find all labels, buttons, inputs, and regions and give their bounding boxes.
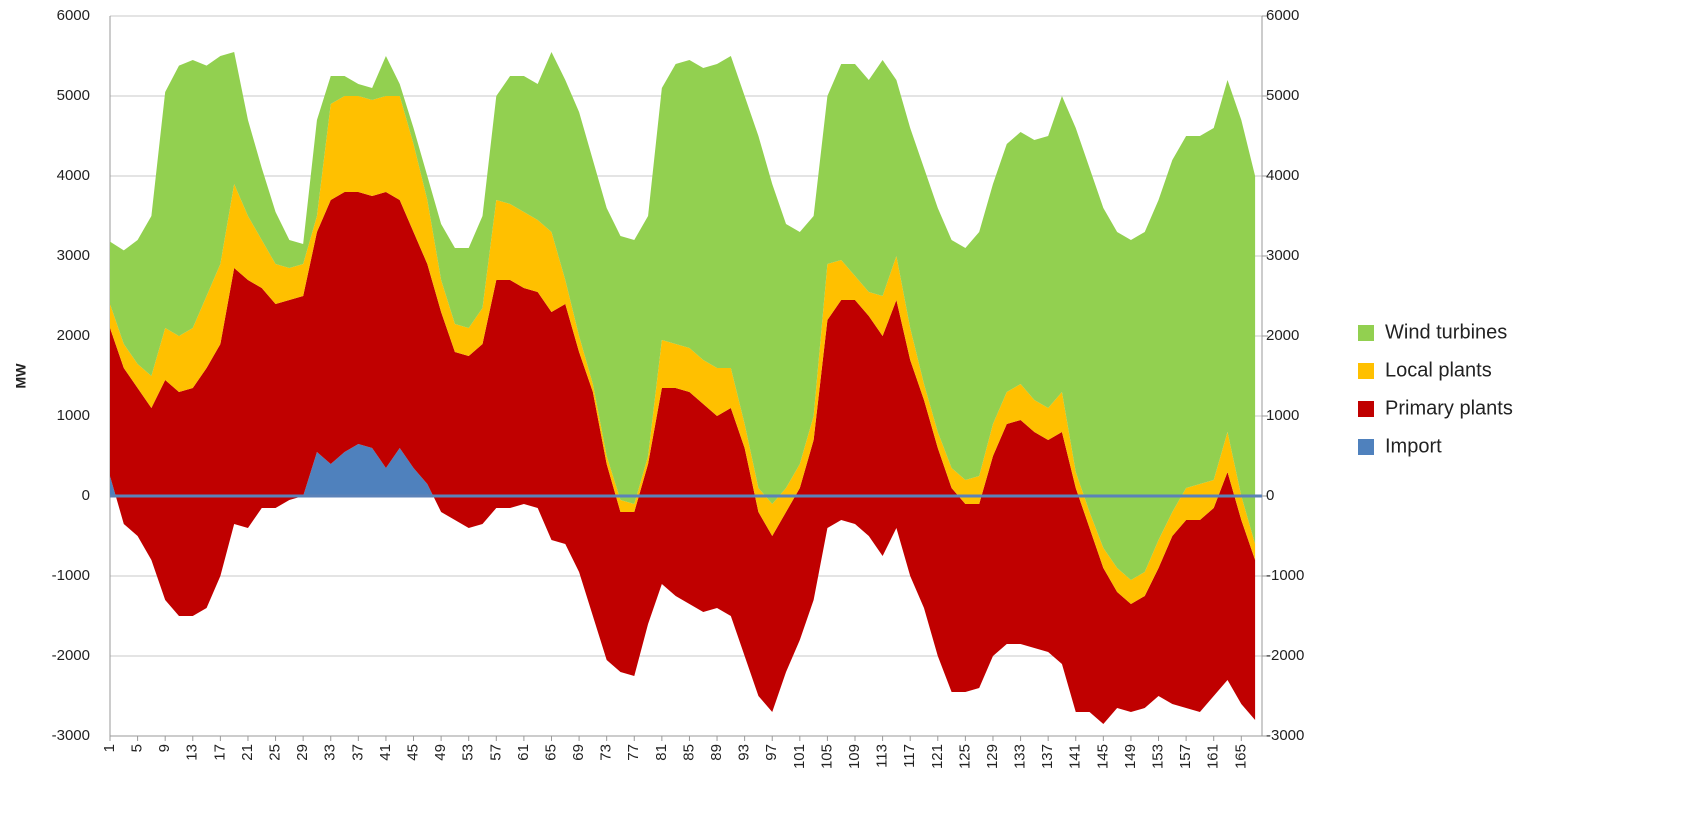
y-tick-label: 0	[82, 487, 90, 504]
y-tick-label: 2000	[57, 327, 90, 344]
x-tick-label: 89	[708, 744, 725, 761]
x-tick-label: 37	[349, 744, 366, 761]
x-tick-label: 53	[460, 744, 477, 761]
x-tick-label: 101	[791, 744, 808, 769]
x-tick-label: 17	[211, 744, 228, 761]
x-tick-label: 61	[515, 744, 532, 761]
y-tick-label: -2000	[52, 647, 90, 664]
x-tick-label: 93	[736, 744, 753, 761]
x-tick-label: 125	[956, 744, 973, 769]
x-tick-label: 21	[239, 744, 256, 761]
area	[110, 192, 1256, 724]
legend-label: Import	[1385, 435, 1442, 457]
x-tick-label: 57	[487, 744, 504, 761]
x-tick-label: 33	[322, 744, 339, 761]
legend-label: Wind turbines	[1385, 321, 1507, 343]
x-tick-label: 29	[294, 744, 311, 761]
y2-tick-label: -2000	[1266, 647, 1304, 664]
x-tick-label: 165	[1232, 744, 1249, 769]
x-tick-label: 121	[929, 744, 946, 769]
x-tick-label: 5	[129, 744, 146, 752]
x-tick-label: 25	[267, 744, 284, 761]
legend-swatch	[1358, 325, 1374, 341]
x-tick-label: 105	[818, 744, 835, 769]
x-tick-label: 149	[1122, 744, 1139, 769]
x-tick-label: 9	[156, 744, 173, 752]
x-tick-label: 153	[1149, 744, 1166, 769]
x-tick-label: 141	[1067, 744, 1084, 769]
area	[110, 52, 1256, 580]
y-tick-label: 1000	[57, 407, 90, 424]
x-tick-label: 45	[404, 744, 421, 761]
x-tick-label: 161	[1205, 744, 1222, 769]
legend-label: Local plants	[1385, 359, 1492, 381]
legend-swatch	[1358, 439, 1374, 455]
x-tick-label: 157	[1177, 744, 1194, 769]
area	[110, 444, 1256, 496]
x-tick-label: 97	[763, 744, 780, 761]
y2-tick-label: -1000	[1266, 567, 1304, 584]
legend-swatch	[1358, 363, 1374, 379]
x-tick-label: 145	[1094, 744, 1111, 769]
x-tick-label: 109	[846, 744, 863, 769]
y2-tick-label: 0	[1266, 487, 1274, 504]
y2-tick-label: 4000	[1266, 167, 1299, 184]
x-tick-label: 73	[598, 744, 615, 761]
legend-label: Primary plants	[1385, 397, 1513, 419]
x-tick-label: 69	[570, 744, 587, 761]
y-tick-label: -1000	[52, 567, 90, 584]
x-tick-label: 113	[874, 744, 891, 768]
y-tick-label: -3000	[52, 727, 90, 744]
x-tick-label: 49	[432, 744, 449, 761]
y-tick-label: 5000	[57, 87, 90, 104]
y2-tick-label: 6000	[1266, 7, 1299, 24]
x-tick-label: 65	[542, 744, 559, 761]
y-tick-label: 4000	[57, 167, 90, 184]
y2-tick-label: 1000	[1266, 407, 1299, 424]
x-tick-label: 81	[653, 744, 670, 761]
x-tick-label: 117	[901, 744, 918, 768]
y2-tick-label: 2000	[1266, 327, 1299, 344]
area	[110, 96, 1256, 604]
y2-tick-label: 5000	[1266, 87, 1299, 104]
x-tick-label: 1	[101, 744, 118, 752]
y2-tick-label: -3000	[1266, 727, 1304, 744]
x-tick-label: 85	[680, 744, 697, 761]
y-tick-label: 6000	[57, 7, 90, 24]
x-tick-label: 77	[625, 744, 642, 761]
legend-swatch	[1358, 401, 1374, 417]
y2-tick-label: 3000	[1266, 247, 1299, 264]
y-axis-title: MW	[13, 363, 29, 389]
x-tick-label: 41	[377, 744, 394, 761]
x-tick-label: 13	[184, 744, 201, 761]
x-tick-label: 133	[1012, 744, 1029, 769]
x-tick-label: 129	[984, 744, 1001, 769]
x-tick-label: 137	[1039, 744, 1056, 769]
y-tick-label: 3000	[57, 247, 90, 264]
